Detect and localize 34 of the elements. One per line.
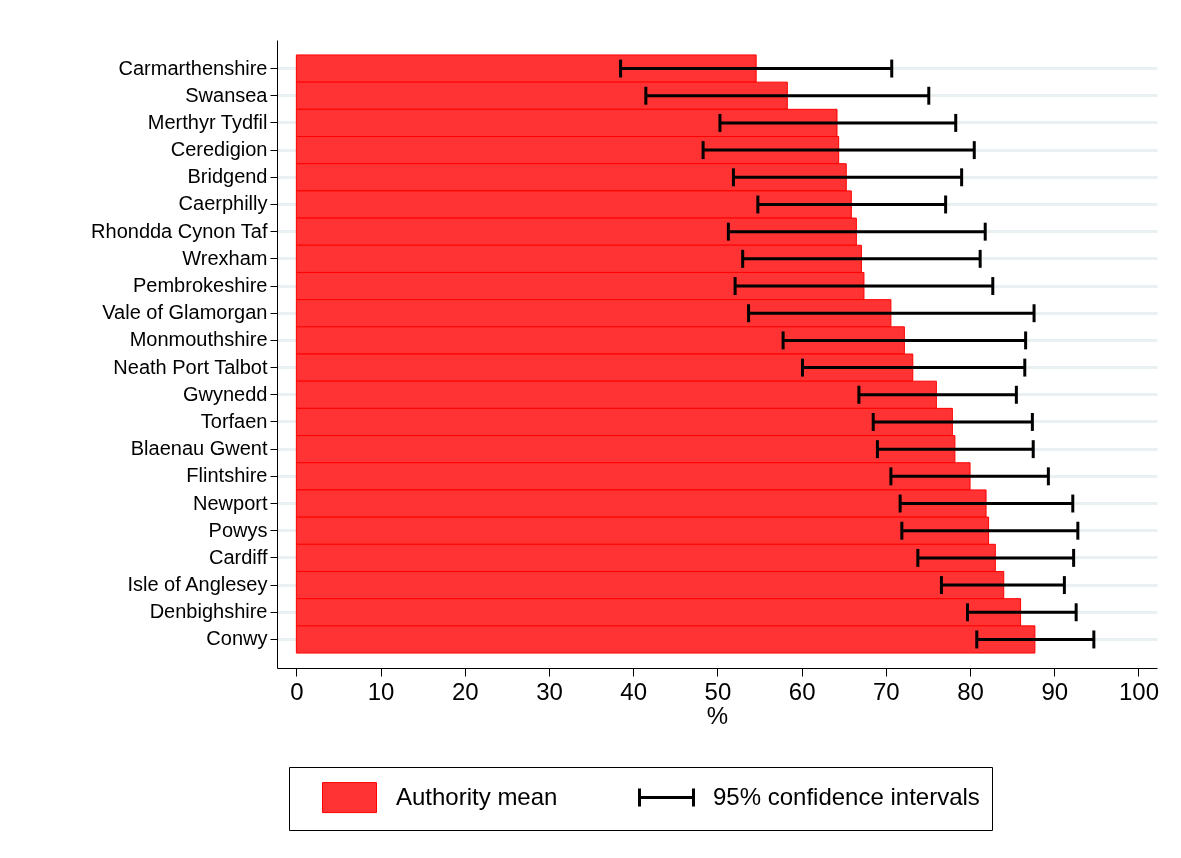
y-tick-label: Blaenau Gwent	[130, 437, 268, 460]
y-tick-label: Merthyr Tydfil	[147, 110, 268, 133]
y-tick-label: Wrexham	[182, 246, 268, 269]
y-tick-label: Rhondda Cynon Taf	[91, 219, 268, 242]
x-tick-label: 60	[788, 677, 816, 705]
y-tick-label: Carmarthenshire	[118, 56, 268, 79]
x-tick-label: 0	[290, 677, 304, 705]
y-tick-label: Neath Port Talbot	[113, 355, 268, 378]
y-tick-label: Bridgend	[187, 165, 268, 188]
y-tick-label: Monmouthshire	[129, 328, 268, 351]
y-tick-label: Ceredigion	[170, 138, 268, 161]
y-tick-label: Flintshire	[186, 464, 268, 487]
x-tick-label: 10	[367, 677, 395, 705]
y-tick-label: Pembrokeshire	[132, 274, 268, 297]
x-tick-label: 90	[1041, 677, 1069, 705]
y-tick-label: Conwy	[206, 627, 268, 650]
x-tick-label: 80	[957, 677, 984, 705]
x-tick-label: 40	[620, 677, 648, 705]
legend-label: Authority mean	[396, 782, 558, 810]
y-tick-label: Cardiff	[208, 545, 268, 568]
y-tick-label: Isle of Anglesey	[127, 573, 268, 596]
y-tick-label: Swansea	[185, 83, 269, 106]
x-tick-label: 20	[451, 677, 479, 705]
y-tick-label: Gwynedd	[183, 382, 268, 405]
y-tick-label: Torfaen	[200, 409, 268, 432]
x-tick-label: 70	[872, 677, 900, 705]
y-tick-label: Vale of Glamorgan	[102, 301, 268, 324]
y-tick-label: Newport	[193, 491, 268, 514]
y-tick-label: Denbighshire	[149, 600, 268, 623]
x-tick-label: 30	[536, 677, 563, 705]
y-tick-label: Caerphilly	[178, 192, 268, 215]
x-tick-label: 100	[1118, 677, 1159, 705]
y-tick-label: Powys	[208, 518, 268, 541]
text: 95% confidence intervals	[713, 782, 980, 810]
